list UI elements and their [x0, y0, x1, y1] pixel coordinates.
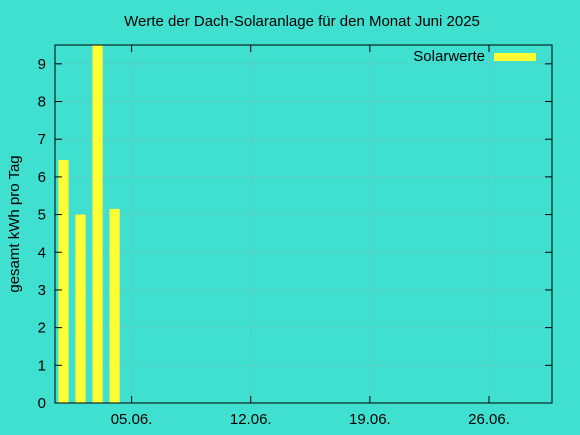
y-tick-label-7: 7 [38, 131, 46, 148]
plot-frame [54, 44, 553, 404]
y-tick-label-4: 4 [38, 244, 46, 261]
y-tick-label-9: 9 [38, 56, 46, 73]
y-tick-label-5: 5 [38, 207, 46, 224]
y-tick-label-0: 0 [38, 395, 46, 412]
y-tick-label-3: 3 [38, 282, 46, 299]
x-tick-label-26.06.: 26.06. [468, 411, 510, 428]
y-axis-label: gesamt kWh pro Tag [6, 155, 23, 292]
chart-title: Werte der Dach-Solaranlage für den Monat… [124, 13, 480, 30]
x-tick-label-12.06.: 12.06. [230, 411, 272, 428]
bar-day-2 [75, 214, 86, 403]
legend-swatch-solarwerte [494, 53, 536, 61]
x-tick-label-05.06.: 05.06. [111, 411, 153, 428]
y-tick-label-2: 2 [38, 320, 46, 337]
y-tick-label-1: 1 [38, 357, 46, 374]
bar-day-4 [109, 208, 120, 403]
bar-day-1 [58, 159, 69, 403]
bars [58, 45, 120, 403]
grid-lines [55, 45, 552, 403]
y-tick-label-8: 8 [38, 94, 46, 111]
y-tick-label-6: 6 [38, 169, 46, 186]
axis-ticks: 0 1 2 3 4 5 6 7 8 9 05.06. 12.06. 19.06. 26.06. [38, 45, 552, 428]
bar-day-3 [92, 45, 103, 403]
legend: Solarwerte [413, 48, 536, 65]
legend-label-solarwerte: Solarwerte [413, 48, 485, 65]
x-tick-label-19.06.: 19.06. [349, 411, 391, 428]
